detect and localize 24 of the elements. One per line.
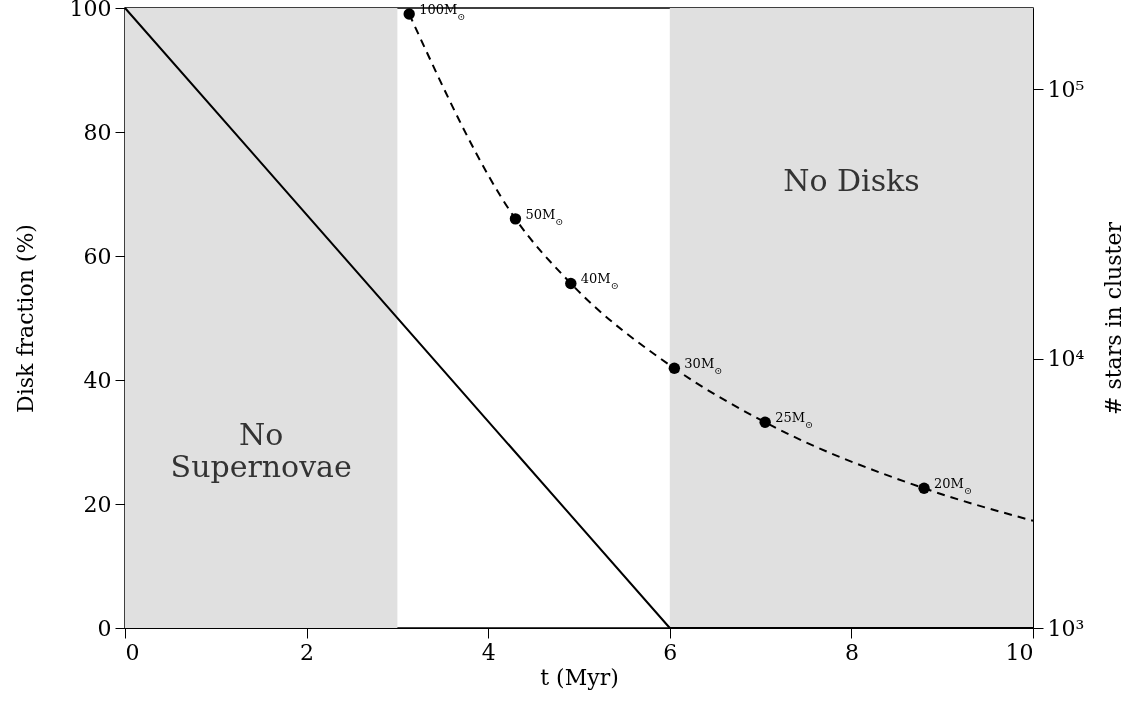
x-tick-label: 6: [663, 639, 678, 665]
x-tick-label: 4: [481, 639, 496, 665]
y2-axis-title: # stars in cluster: [1100, 221, 1126, 415]
annotation: 30M$_{⊙}$: [684, 356, 723, 376]
y2-tick-label: 10⁴: [1047, 346, 1085, 372]
x-tick-label: 8: [844, 639, 859, 665]
x-tick-label: 0: [125, 639, 140, 665]
y-tick-label: 80: [83, 119, 112, 145]
x-axis-title: t (Myr): [540, 664, 619, 690]
x-tick-label: 10: [1005, 639, 1034, 665]
x-tick-label: 2: [300, 639, 315, 665]
y-tick-label: 40: [83, 367, 112, 393]
y-tick-label: 20: [83, 491, 112, 517]
y-tick-label: 60: [83, 243, 112, 269]
annotation: 20M$_{⊙}$: [934, 476, 973, 496]
annotation: 25M$_{⊙}$: [775, 410, 814, 430]
annotation: 40M$_{⊙}$: [580, 271, 619, 291]
y-tick-label: 0: [97, 615, 112, 641]
band-label: No Supernovae: [170, 416, 352, 484]
annotation: 50M$_{⊙}$: [525, 206, 564, 227]
y2-tick-label: 10⁵: [1047, 76, 1085, 102]
band-label: No Disks: [783, 162, 920, 198]
y-axis-title: Disk fraction (%): [12, 224, 38, 413]
y2-tick-label: 10³: [1047, 615, 1085, 641]
